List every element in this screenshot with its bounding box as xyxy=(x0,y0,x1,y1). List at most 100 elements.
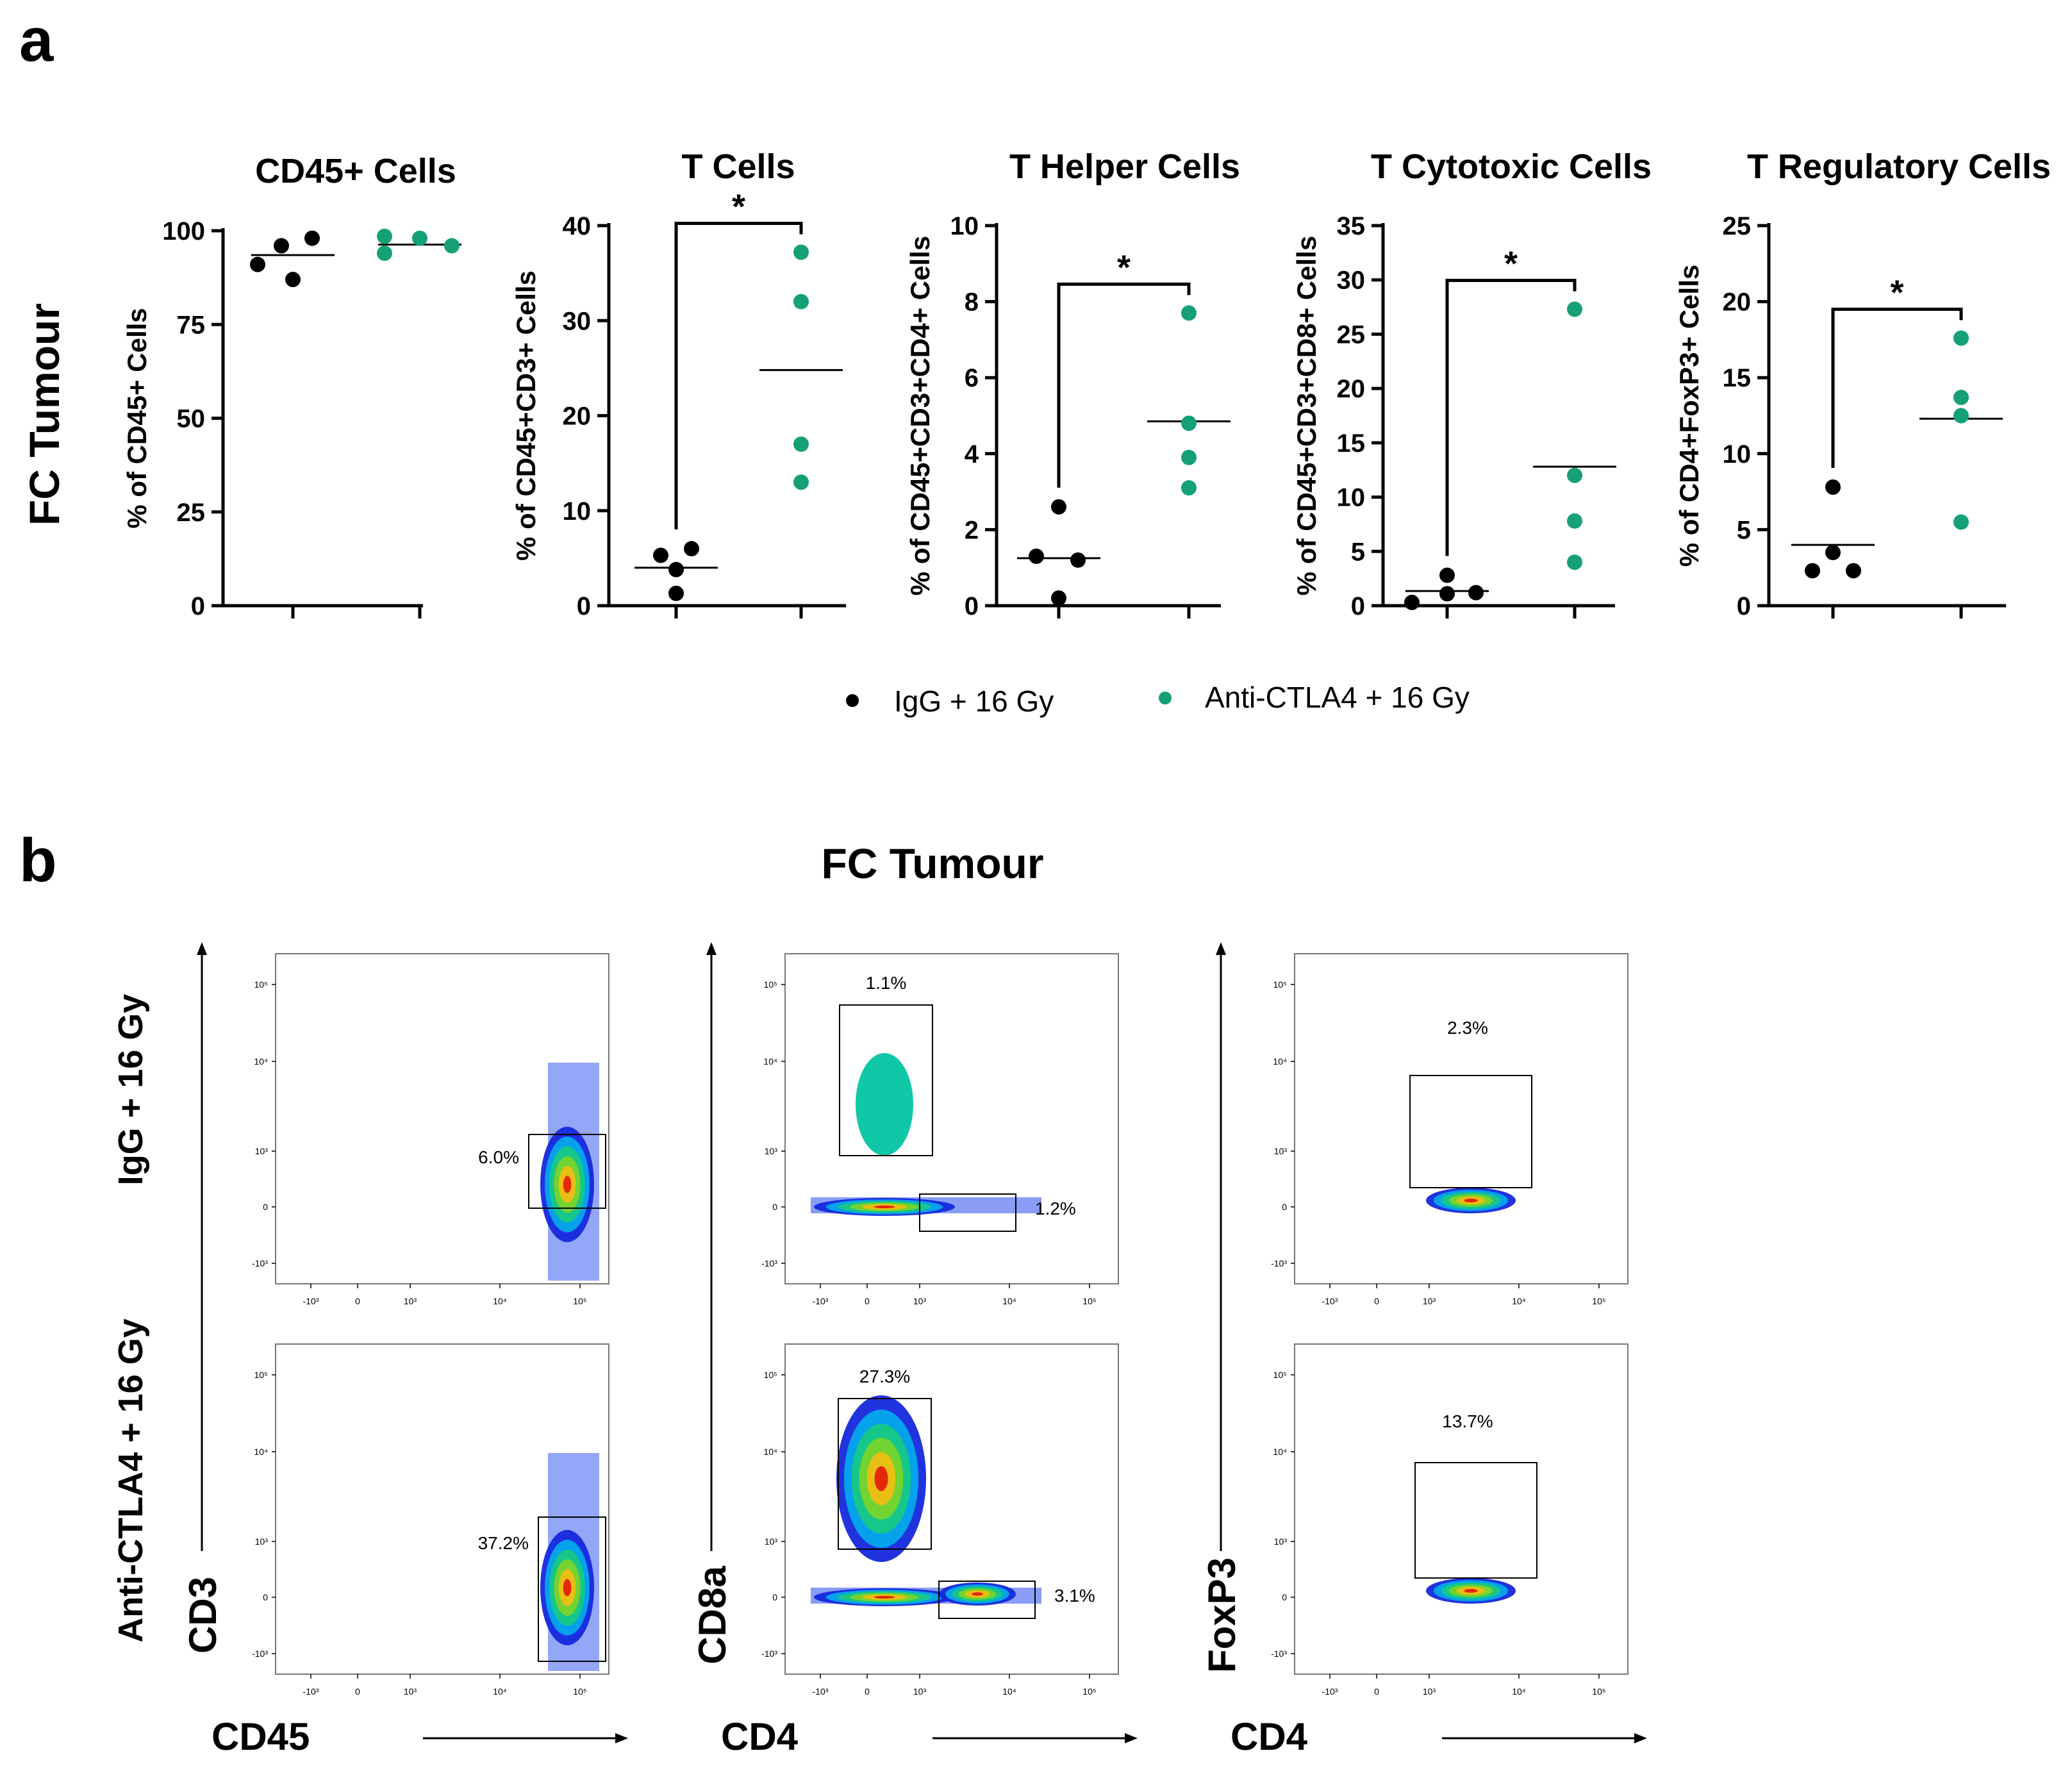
gate-cd4 xyxy=(919,1193,1016,1232)
data-point xyxy=(1181,415,1197,431)
y-tick-label: 5 xyxy=(1351,538,1365,566)
y-tick-label: 5 xyxy=(1737,516,1751,544)
x-arrow-head xyxy=(1634,1733,1647,1743)
x-tick-label: 10⁴ xyxy=(1002,1686,1016,1697)
y-axis-label: FoxP3 xyxy=(1200,1557,1243,1673)
y-tick-label: 10⁵ xyxy=(254,979,268,990)
data-point xyxy=(1567,513,1582,529)
series-igg xyxy=(1017,499,1100,606)
data-point xyxy=(412,230,427,246)
series-ctla4 xyxy=(1533,301,1616,570)
y-tick-label: 10⁴ xyxy=(254,1447,268,1457)
y-axis-label: % of CD45+CD3+CD4+ Cells xyxy=(905,236,935,595)
significance-bracket xyxy=(674,222,803,530)
data-point xyxy=(274,238,289,254)
y-axis-label: % of CD45+ Cells xyxy=(122,308,152,528)
y-tick-label: 25 xyxy=(177,499,206,527)
x-tick-label: 10³ xyxy=(913,1296,927,1306)
data-point xyxy=(1953,390,1969,406)
data-point xyxy=(1953,408,1969,424)
y-arrow-head xyxy=(706,942,717,955)
x-axis-label: CD4 xyxy=(721,1715,799,1758)
significance-star: * xyxy=(1504,244,1518,283)
data-point xyxy=(1953,330,1969,346)
y-tick-label: -10³ xyxy=(761,1649,777,1659)
y-tick-label: 10³ xyxy=(255,1146,269,1156)
series-ctla4 xyxy=(377,228,461,262)
density-cluster xyxy=(1426,1188,1516,1213)
chart-title: T Helper Cells xyxy=(1009,147,1240,186)
y-tick-label: 10⁴ xyxy=(763,1056,777,1067)
data-point xyxy=(1051,590,1066,606)
density-cluster xyxy=(540,1127,594,1242)
y-tick-label: 25 xyxy=(1337,320,1366,349)
panel-a-side-label: FC Tumour xyxy=(21,303,68,526)
y-axis-label: CD3 xyxy=(181,1577,224,1654)
x-tick-label: 10⁵ xyxy=(1592,1296,1605,1306)
y-tick-label: 10⁵ xyxy=(1273,1370,1287,1380)
panel-b-letter: b xyxy=(19,826,57,895)
x-arrow-head xyxy=(1125,1733,1138,1743)
y-tick-label: 0 xyxy=(772,1202,777,1212)
significance-bracket xyxy=(1831,308,1963,468)
data-point xyxy=(1181,305,1197,321)
y-tick-label: 20 xyxy=(563,403,592,431)
chart-title: T Cells xyxy=(681,147,795,186)
data-point xyxy=(444,238,460,254)
data-point xyxy=(1805,563,1820,579)
density-level xyxy=(563,1579,572,1597)
data-point xyxy=(1029,548,1044,564)
panel-b-title: FC Tumour xyxy=(821,840,1043,887)
y-tick-label: 0 xyxy=(577,592,591,620)
series-igg xyxy=(250,230,335,288)
x-tick-label: -10³ xyxy=(1322,1686,1338,1697)
y-tick-label: 0 xyxy=(1282,1592,1287,1602)
x-tick-label: 10³ xyxy=(404,1686,417,1697)
x-tick-label: 10⁴ xyxy=(1512,1686,1526,1697)
y-tick-label: 10 xyxy=(1337,484,1366,512)
x-tick-label: 10⁵ xyxy=(573,1686,586,1697)
y-tick-label: 2 xyxy=(965,516,979,544)
x-tick-label: 10³ xyxy=(1423,1686,1436,1697)
gate-percent: 13.7% xyxy=(1442,1411,1493,1431)
density-cluster-low xyxy=(939,1582,1016,1606)
y-tick-label: -10³ xyxy=(252,1258,268,1268)
gate-percent-cd8: 27.3% xyxy=(859,1366,910,1386)
flow-plot-3-1: 10⁵ 10⁴ 10³ 0 -10³ -10³ 0 10³ 10⁴ 10⁵ 2.3% xyxy=(1271,953,1629,1306)
x-arrow-head xyxy=(615,1733,628,1743)
x-tick-label: 10⁴ xyxy=(1002,1296,1016,1306)
chart-title: T Cytotoxic Cells xyxy=(1371,147,1652,186)
y-axis-label: % of CD45+CD3+CD8+ Cells xyxy=(1291,236,1322,595)
y-tick-label: 4 xyxy=(965,440,979,469)
y-tick-label: 0 xyxy=(263,1592,268,1602)
y-tick-label: 50 xyxy=(177,405,206,433)
y-tick-label: 0 xyxy=(263,1202,268,1212)
x-tick-label: 0 xyxy=(1374,1686,1379,1697)
x-tick-label: 10⁵ xyxy=(573,1296,586,1306)
series-ctla4 xyxy=(1919,330,2003,530)
y-tick-label: 15 xyxy=(1723,364,1752,392)
x-tick-label: 0 xyxy=(1374,1296,1379,1306)
y-tick-label: -10³ xyxy=(1271,1649,1287,1659)
gate xyxy=(538,1516,606,1662)
gate-percent-cd4: 3.1% xyxy=(1054,1586,1095,1606)
series-igg xyxy=(1791,479,1875,579)
density-cluster-cd4 xyxy=(814,1588,955,1606)
flow-axes-3: FoxP3 CD4 xyxy=(1200,942,1647,1758)
data-point xyxy=(668,561,684,577)
y-tick-label: 10⁵ xyxy=(254,1370,268,1380)
x-tick-label: -10³ xyxy=(1322,1296,1338,1306)
x-tick-label: -10³ xyxy=(813,1686,829,1697)
gate-cd4 xyxy=(938,1581,1036,1619)
x-tick-label: -10³ xyxy=(813,1296,829,1306)
y-tick-label: 10⁴ xyxy=(763,1447,777,1457)
data-point xyxy=(653,547,668,563)
y-tick-label: 10⁵ xyxy=(1273,979,1287,990)
y-arrow-head xyxy=(1216,942,1226,955)
significance-star: * xyxy=(1117,248,1131,287)
data-point xyxy=(1404,594,1420,610)
gate-cd8 xyxy=(838,1398,932,1550)
y-tick-label: 25 xyxy=(1723,212,1752,240)
